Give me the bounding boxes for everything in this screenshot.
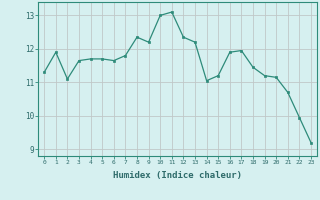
X-axis label: Humidex (Indice chaleur): Humidex (Indice chaleur) — [113, 171, 242, 180]
